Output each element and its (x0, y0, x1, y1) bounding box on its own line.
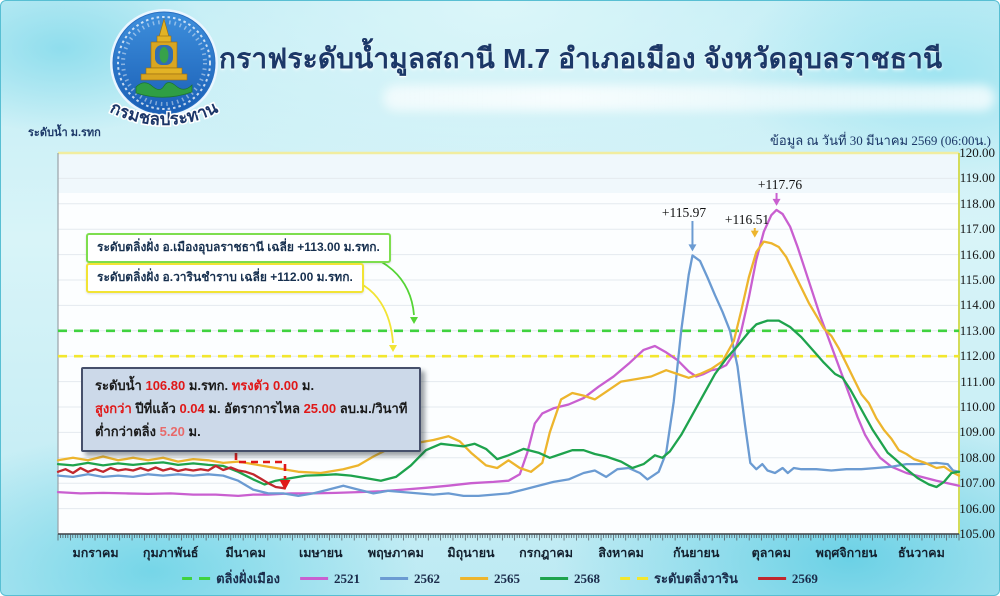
x-axis-label-9: กันยายน (673, 546, 720, 560)
series-line-2521 (56, 208, 961, 498)
series-line-2568 (56, 319, 961, 489)
legend-label: ระดับตลิ่งวาริน (654, 571, 738, 586)
legend-label: 2569 (791, 570, 818, 586)
legend-item-2562: 2562 (380, 571, 440, 587)
x-axis-label-3: มีนาคม (225, 546, 266, 560)
peak-label-2562: +115.97 (661, 205, 707, 220)
info-value: 0.00 (269, 378, 302, 393)
x-axis-label-6: มิถุนายน (447, 546, 495, 560)
y-tick-label: 113.00 (959, 322, 995, 338)
info-box-line: สูงกว่า ปีที่แล้ว 0.04 ม. อัตราการไหล 25… (95, 398, 407, 421)
legend-item-ระดับตลิ่งวาริน: ระดับตลิ่งวาริน (620, 568, 738, 589)
y-tick-label: 120.00 (959, 145, 995, 160)
x-axis-label-7: กรกฎาคม (519, 546, 573, 560)
page-title: กราฟระดับน้ำมูลสถานี M.7 อำเภอเมือง จังห… (219, 43, 943, 74)
callout-warin-bank-level: ระดับตลิ่งฝั่ง อ.วารินชำราบ เฉลี่ย +112.… (86, 263, 364, 293)
info-value: 25.00 (303, 400, 337, 416)
logo-pavilion (140, 17, 188, 81)
info-text: ลบ.ม./วินาที (336, 400, 408, 416)
info-text: ปีที่แล้ว (131, 400, 180, 416)
peak-label-2565: +116.51 (724, 212, 770, 227)
info-value: ทรงตัว (231, 378, 270, 393)
info-value: 0.04 (179, 400, 205, 416)
current-water-level-info-box: ระดับน้ำ 106.80 ม.รทก. ทรงตัว 0.00 ม. สูง… (81, 367, 422, 453)
info-text: ระดับน้ำ (95, 378, 146, 393)
info-text: ต่ำกว่าตลิ่ง (95, 423, 160, 439)
legend-dashed-line-swatch (620, 577, 648, 580)
y-tick-label: 106.00 (959, 500, 995, 516)
y-tick-label: 111.00 (960, 373, 995, 389)
series-line-2562 (56, 254, 961, 498)
y-tick-label: 118.00 (959, 195, 995, 211)
x-axis-label-11: พฤศจิกายน (815, 546, 878, 560)
y-tick-label: 107.00 (959, 475, 995, 491)
y-tick-label: 116.00 (959, 246, 995, 262)
legend-line-swatch (757, 577, 786, 580)
y-axis-title: ระดับน้ำ ม.รทก (28, 127, 101, 139)
legend-item-2565: 2565 (460, 571, 520, 587)
legend-line-swatch (460, 577, 488, 580)
logo-naga (135, 82, 193, 98)
x-axis-label-2: กุมภาพันธ์ (142, 546, 199, 560)
current-level-pointer (234, 441, 287, 479)
legend-item-ตลิ่งฝั่งเมือง: ตลิ่งฝั่งเมือง (182, 568, 280, 589)
legend-line-swatch (300, 577, 328, 580)
x-axis-label-8: สิงหาคม (598, 546, 644, 560)
info-text: ม. อัตราการไหล (204, 400, 304, 416)
y-tick-label: 115.00 (959, 272, 995, 287)
x-axis-label-1: มกราคม (72, 546, 119, 560)
legend-label: 2521 (334, 570, 360, 586)
y-tick-label: 117.00 (959, 221, 995, 237)
series-line-2565 (56, 240, 961, 477)
y-tick-label: 110.00 (959, 399, 995, 414)
info-text: ม.รทก. (185, 378, 232, 393)
legend-item-2569: 2569 (757, 570, 818, 587)
data-as-of-timestamp: ข้อมูล ณ วันที่ 30 มีนาคม 2569 (06:00น.) (770, 133, 991, 148)
legend-label: ตลิ่งฝั่งเมือง (216, 571, 280, 586)
x-axis-label-12: ธันวาคม (898, 546, 945, 560)
legend-dashed-line-swatch (182, 577, 211, 580)
watermark-stripe (383, 85, 995, 111)
legend-item-2568: 2568 (540, 571, 600, 587)
info-text: ม. (184, 423, 201, 439)
legend-label: 2562 (414, 570, 440, 586)
info-value: 106.80 (145, 378, 186, 393)
info-text: ม. (301, 378, 315, 393)
chart-legend: ตลิ่งฝั่งเมือง 2521 2562 2565 2568 ระดับตลิ่ง… (182, 568, 818, 589)
y-tick-label: 112.00 (959, 348, 995, 364)
legend-line-swatch (380, 577, 408, 580)
info-value: สูงกว่า (95, 400, 132, 416)
y-tick-label: 119.00 (959, 170, 995, 186)
series-line-2569 (56, 464, 286, 490)
info-value: 5.20 (159, 423, 185, 439)
plot-area (58, 153, 959, 534)
legend-label: 2568 (574, 570, 600, 586)
info-box-line: ต่ำกว่าตลิ่ง 5.20 ม. (95, 421, 407, 444)
legend-label: 2565 (494, 570, 520, 586)
legend-item-2521: 2521 (300, 571, 360, 587)
peak-label-2521: +117.76 (757, 177, 803, 192)
info-box-line: ระดับน้ำ 106.80 ม.รทก. ทรงตัว 0.00 ม. (95, 375, 407, 398)
y-tick-label: 114.00 (959, 297, 995, 313)
y-tick-label: 105.00 (959, 526, 995, 541)
x-axis-label-10: ตุลาคม (751, 546, 791, 560)
y-tick-label: 109.00 (959, 424, 995, 440)
x-axis-label-4: เมษายน (298, 546, 343, 560)
callout-mueang-bank-level: ระดับตลิ่งฝั่ง อ.เมืองอุบลราชธานี เฉลี่ย… (86, 233, 391, 263)
y-tick-label: 108.00 (959, 449, 995, 465)
legend-line-swatch (540, 577, 568, 580)
department-logo: กรมชลประทาน (106, 9, 222, 131)
daily-tick-marks (57, 534, 960, 541)
x-axis-label-5: พฤษภาคม (367, 546, 424, 560)
